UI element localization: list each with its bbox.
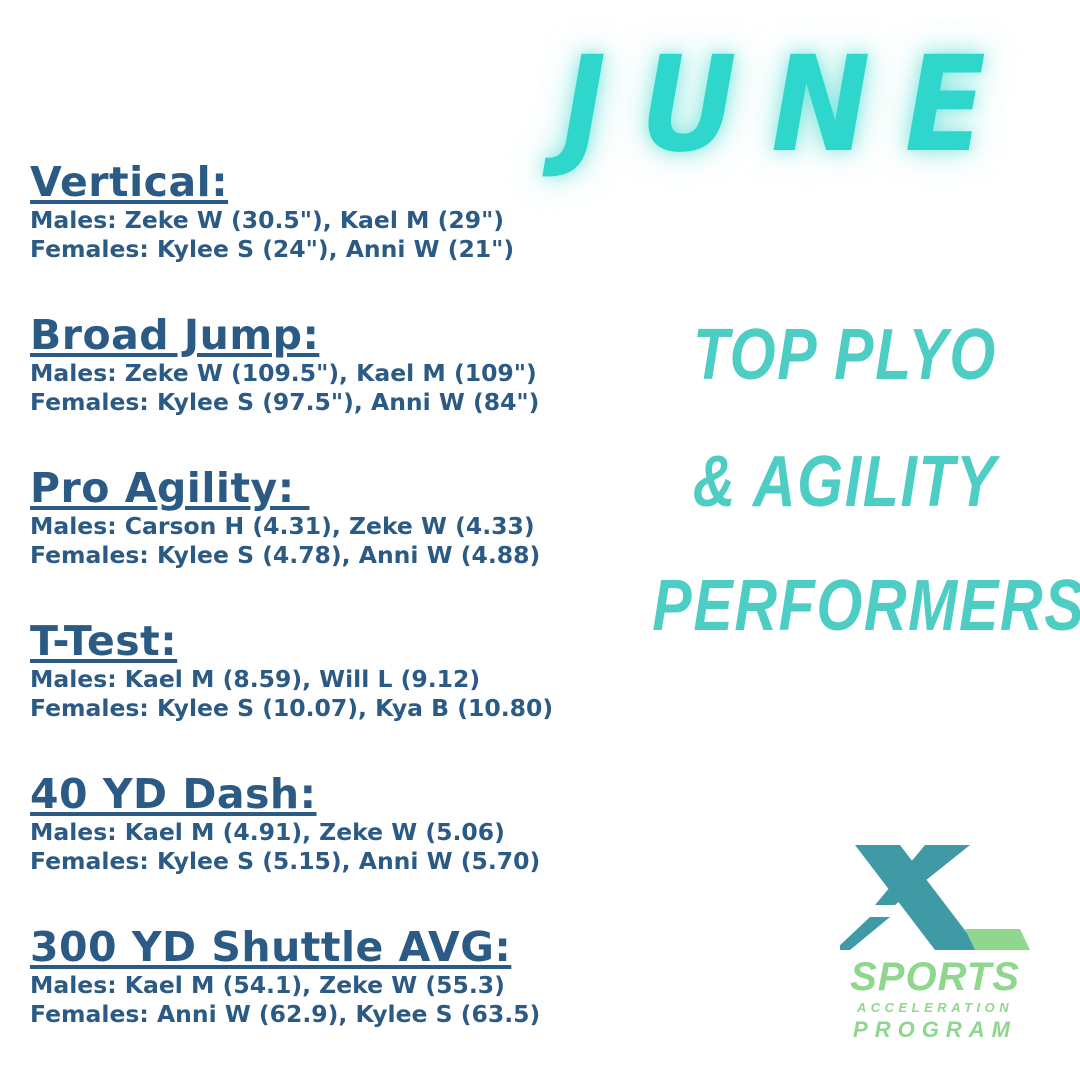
males-result: Males: Kael M (54.1), Zeke W (55.3): [30, 971, 505, 999]
males-result: Males: Kael M (8.59), Will L (9.12): [30, 665, 481, 693]
section-heading: Vertical:: [30, 158, 229, 206]
tagline-line-3: PERFORMERS: [652, 566, 1080, 646]
section-40yd-dash: 40 YD Dash: Males: Kael M (4.91), Zeke W…: [30, 770, 540, 876]
tagline-line-1: TOP PLYO: [692, 315, 997, 395]
section-300yd-shuttle: 300 YD Shuttle AVG: Males: Kael M (54.1)…: [30, 923, 540, 1029]
month-title: JUNE: [562, 28, 1021, 182]
section-heading: 300 YD Shuttle AVG:: [30, 923, 512, 971]
females-result: Females: Anni W (62.9), Kylee S (63.5): [30, 1000, 541, 1028]
logo-sports-text: SPORTS: [850, 955, 1020, 999]
tagline-line-2: & AGILITY: [692, 442, 998, 522]
section-heading: Pro Agility:: [30, 464, 310, 512]
females-result: Females: Kylee S (4.78), Anni W (4.88): [30, 541, 541, 569]
section-t-test: T-Test: Males: Kael M (8.59), Will L (9.…: [30, 617, 553, 723]
logo-acceleration-text: ACCELERATION: [856, 1000, 1014, 1015]
females-result: Females: Kylee S (10.07), Kya B (10.80): [30, 694, 554, 722]
males-result: Males: Kael M (4.91), Zeke W (5.06): [30, 818, 505, 846]
section-pro-agility: Pro Agility: Males: Carson H (4.31), Zek…: [30, 464, 540, 570]
males-result: Males: Carson H (4.31), Zeke W (4.33): [30, 512, 535, 540]
males-result: Males: Zeke W (30.5"), Kael M (29"): [30, 206, 505, 234]
females-result: Females: Kylee S (97.5"), Anni W (84"): [30, 388, 540, 416]
section-vertical: Vertical: Males: Zeke W (30.5"), Kael M …: [30, 158, 514, 264]
xl-sports-logo: SPORTS ACCELERATION PROGRAM: [835, 845, 1040, 1045]
section-heading: Broad Jump:: [30, 311, 320, 359]
x-logo-icon: [835, 845, 1030, 950]
section-heading: 40 YD Dash:: [30, 770, 317, 818]
females-result: Females: Kylee S (5.15), Anni W (5.70): [30, 847, 541, 875]
section-broad-jump: Broad Jump: Males: Zeke W (109.5"), Kael…: [30, 311, 539, 417]
section-heading: T-Test:: [30, 617, 178, 665]
females-result: Females: Kylee S (24"), Anni W (21"): [30, 235, 515, 263]
males-result: Males: Zeke W (109.5"), Kael M (109"): [30, 359, 537, 387]
logo-program-text: PROGRAM: [853, 1017, 1017, 1042]
